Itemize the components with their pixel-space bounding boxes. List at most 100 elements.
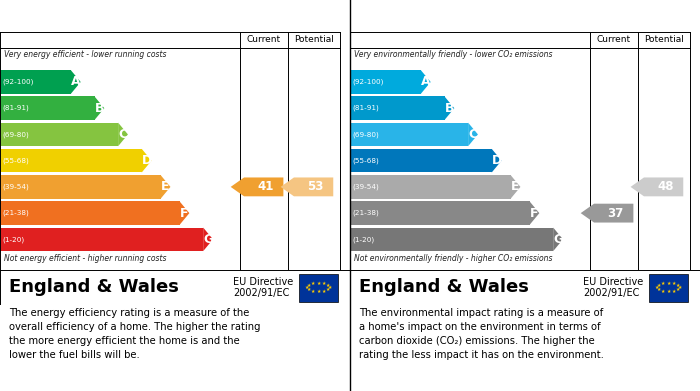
Bar bbox=[0, 123, 118, 146]
Polygon shape bbox=[94, 97, 104, 120]
Bar bbox=[0, 70, 71, 94]
Text: ★: ★ bbox=[326, 287, 330, 292]
Text: Very energy efficient - lower running costs: Very energy efficient - lower running co… bbox=[4, 50, 166, 59]
Text: The energy efficiency rating is a measure of the
overall efficiency of a home. T: The energy efficiency rating is a measur… bbox=[8, 308, 260, 360]
Text: England & Wales: England & Wales bbox=[358, 278, 528, 296]
Text: Energy Efficiency Rating: Energy Efficiency Rating bbox=[8, 9, 192, 23]
Text: ★: ★ bbox=[316, 289, 321, 294]
Text: G: G bbox=[553, 233, 564, 246]
Text: ★: ★ bbox=[678, 285, 682, 290]
Polygon shape bbox=[529, 201, 540, 225]
Bar bbox=[350, 149, 491, 172]
Text: 41: 41 bbox=[258, 180, 274, 194]
Text: (1-20): (1-20) bbox=[3, 236, 25, 242]
Bar bbox=[350, 175, 511, 199]
Text: 48: 48 bbox=[657, 180, 674, 194]
Text: ★: ★ bbox=[328, 285, 332, 290]
Polygon shape bbox=[161, 175, 171, 199]
Text: (39-54): (39-54) bbox=[3, 184, 29, 190]
Text: 53: 53 bbox=[307, 180, 324, 194]
Bar bbox=[350, 201, 529, 225]
Bar bbox=[350, 123, 468, 146]
Text: ★: ★ bbox=[672, 289, 676, 294]
Polygon shape bbox=[444, 97, 454, 120]
Text: E: E bbox=[511, 180, 520, 194]
Text: C: C bbox=[118, 128, 127, 141]
Polygon shape bbox=[491, 149, 501, 172]
Bar bbox=[350, 97, 444, 120]
Text: F: F bbox=[530, 206, 539, 220]
Text: ★: ★ bbox=[307, 287, 311, 292]
Text: (21-38): (21-38) bbox=[3, 210, 29, 216]
Polygon shape bbox=[118, 123, 128, 146]
Bar bbox=[350, 70, 421, 94]
Text: Not environmentally friendly - higher CO₂ emissions: Not environmentally friendly - higher CO… bbox=[354, 254, 552, 263]
Bar bbox=[0, 228, 203, 251]
Text: EU Directive
2002/91/EC: EU Directive 2002/91/EC bbox=[582, 277, 643, 298]
Text: ★: ★ bbox=[311, 289, 315, 294]
Polygon shape bbox=[553, 228, 563, 251]
Text: The environmental impact rating is a measure of
a home's impact on the environme: The environmental impact rating is a mea… bbox=[358, 308, 603, 360]
Text: ★: ★ bbox=[666, 280, 671, 285]
Bar bbox=[650, 273, 687, 301]
Text: ★: ★ bbox=[316, 280, 321, 285]
Text: ★: ★ bbox=[655, 285, 659, 290]
Text: (39-54): (39-54) bbox=[353, 184, 379, 190]
Text: (55-68): (55-68) bbox=[3, 158, 29, 164]
Bar bbox=[0, 175, 161, 199]
Text: B: B bbox=[444, 102, 454, 115]
Text: ★: ★ bbox=[666, 289, 671, 294]
Text: (81-91): (81-91) bbox=[3, 105, 29, 111]
Text: Current: Current bbox=[596, 36, 631, 45]
Text: ★: ★ bbox=[307, 283, 311, 288]
Text: Not energy efficient - higher running costs: Not energy efficient - higher running co… bbox=[4, 254, 166, 263]
Text: (1-20): (1-20) bbox=[353, 236, 375, 242]
Text: Environmental Impact (CO₂) Rating: Environmental Impact (CO₂) Rating bbox=[358, 9, 621, 23]
Text: (69-80): (69-80) bbox=[353, 131, 379, 138]
Text: B: B bbox=[94, 102, 104, 115]
Text: ★: ★ bbox=[657, 287, 661, 292]
Text: (55-68): (55-68) bbox=[353, 158, 379, 164]
Text: ★: ★ bbox=[311, 281, 315, 286]
Text: ★: ★ bbox=[305, 285, 309, 290]
Text: Potential: Potential bbox=[644, 36, 683, 45]
Text: D: D bbox=[491, 154, 502, 167]
Text: 37: 37 bbox=[608, 206, 624, 220]
Text: Potential: Potential bbox=[294, 36, 333, 45]
Text: C: C bbox=[468, 128, 477, 141]
Text: (69-80): (69-80) bbox=[3, 131, 29, 138]
Bar bbox=[300, 273, 337, 301]
Polygon shape bbox=[581, 204, 634, 222]
Text: ★: ★ bbox=[322, 289, 326, 294]
Text: ★: ★ bbox=[322, 281, 326, 286]
Text: (92-100): (92-100) bbox=[353, 79, 384, 85]
Text: ★: ★ bbox=[326, 283, 330, 288]
Polygon shape bbox=[511, 175, 521, 199]
Text: ★: ★ bbox=[672, 281, 676, 286]
Text: Current: Current bbox=[246, 36, 281, 45]
Bar bbox=[0, 201, 179, 225]
Text: A: A bbox=[71, 75, 80, 88]
Text: G: G bbox=[203, 233, 214, 246]
Polygon shape bbox=[468, 123, 478, 146]
Bar bbox=[0, 149, 141, 172]
Text: England & Wales: England & Wales bbox=[8, 278, 178, 296]
Text: ★: ★ bbox=[661, 281, 665, 286]
Polygon shape bbox=[179, 201, 189, 225]
Polygon shape bbox=[203, 228, 213, 251]
Text: (81-91): (81-91) bbox=[353, 105, 379, 111]
Bar bbox=[350, 228, 553, 251]
Bar bbox=[0, 97, 94, 120]
Text: (21-38): (21-38) bbox=[353, 210, 379, 216]
Text: A: A bbox=[421, 75, 430, 88]
Text: ★: ★ bbox=[657, 283, 661, 288]
Text: D: D bbox=[141, 154, 152, 167]
Text: ★: ★ bbox=[676, 287, 680, 292]
Text: F: F bbox=[180, 206, 189, 220]
Text: (92-100): (92-100) bbox=[3, 79, 34, 85]
Polygon shape bbox=[631, 178, 683, 196]
Text: EU Directive
2002/91/EC: EU Directive 2002/91/EC bbox=[232, 277, 293, 298]
Text: ★: ★ bbox=[676, 283, 680, 288]
Text: E: E bbox=[161, 180, 170, 194]
Polygon shape bbox=[421, 70, 430, 94]
